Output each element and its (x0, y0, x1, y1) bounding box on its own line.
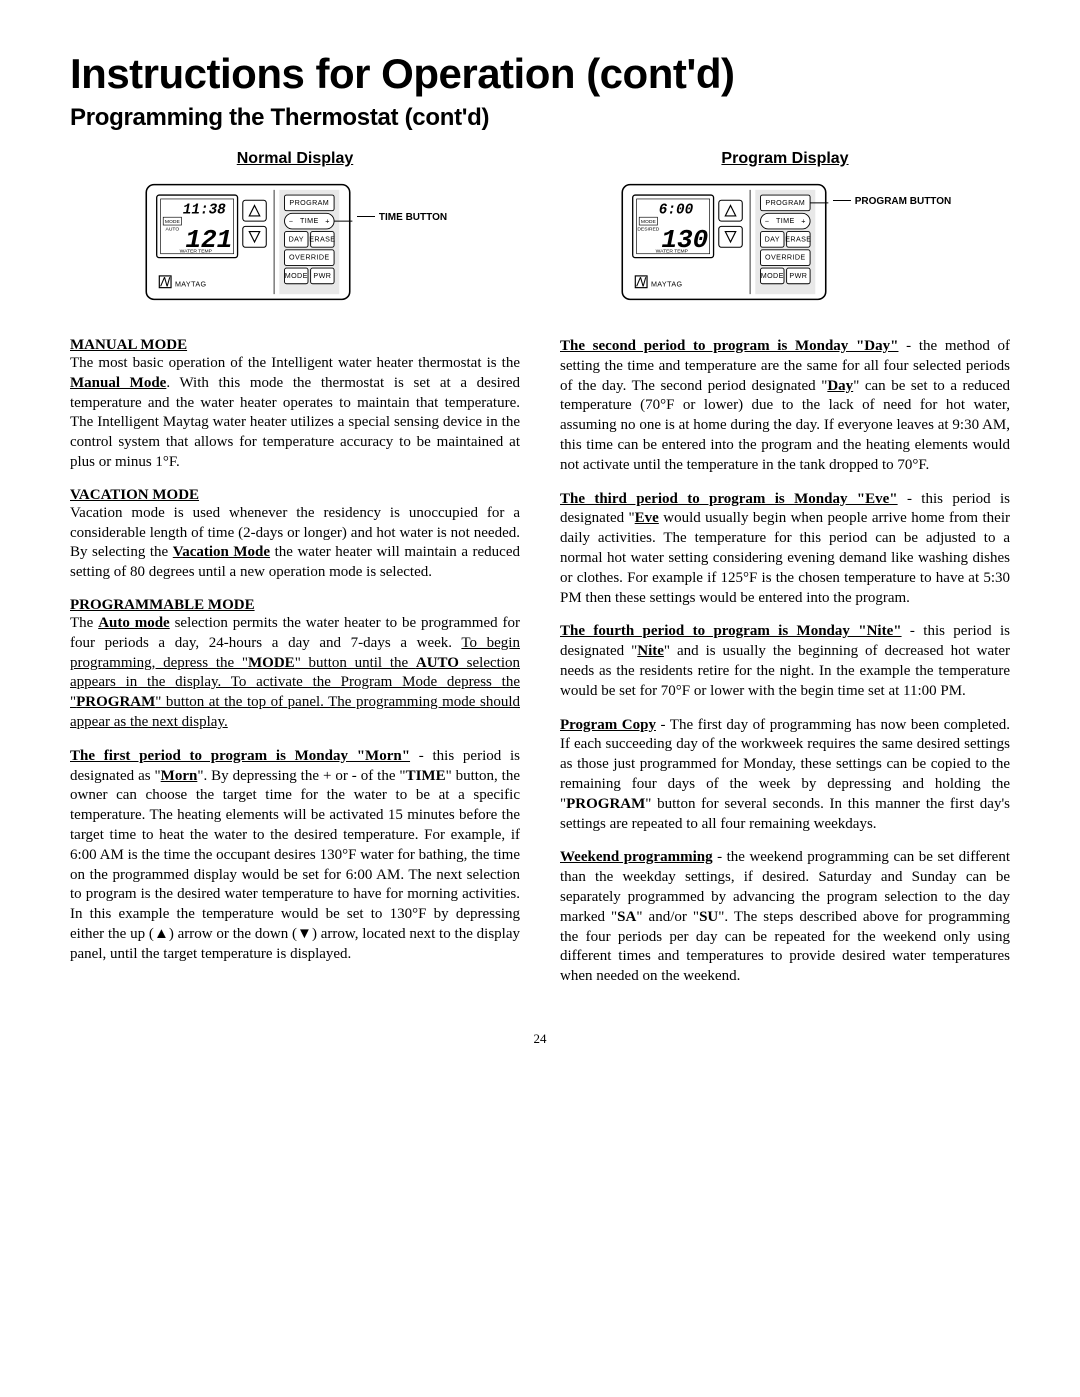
svg-text:MODE: MODE (285, 272, 308, 280)
svg-text:OVERRIDE: OVERRIDE (289, 254, 330, 262)
body-paragraph: Weekend programming - the weekend progra… (560, 848, 1010, 987)
thermostat-svg: 6:00 MODE DESIRED 130 WATER TEMP MAYTAG … (619, 182, 829, 302)
normal-display-title: Normal Display (70, 150, 520, 168)
svg-text:ERASE: ERASE (309, 235, 335, 243)
svg-text:AUTO: AUTO (165, 226, 179, 232)
svg-text:DAY: DAY (764, 235, 779, 243)
content-columns: Normal Display 11:38 MODE AUTO 121 WATER… (70, 150, 1010, 1001)
subtitle: Programming the Thermostat (cont'd) (70, 104, 1010, 132)
program-display-diagram: 6:00 MODE DESIRED 130 WATER TEMP MAYTAG … (560, 182, 1010, 307)
time-button-callout-text: TIME BUTTON (379, 212, 447, 223)
body-paragraph: The first period to program is Monday "M… (70, 747, 520, 965)
body-paragraph: The fourth period to program is Monday "… (560, 622, 1010, 701)
page-number: 24 (70, 1031, 1010, 1047)
svg-text:+: + (325, 218, 330, 226)
main-title: Instructions for Operation (cont'd) (70, 50, 1010, 98)
svg-text:WATER TEMP: WATER TEMP (655, 248, 688, 254)
svg-text:MODE: MODE (165, 219, 181, 225)
svg-text:WATER TEMP: WATER TEMP (180, 248, 213, 254)
program-button-callout: PROGRAM BUTTON (833, 196, 951, 208)
svg-text:−: − (765, 218, 770, 226)
program-button-callout-text: PROGRAM BUTTON (855, 196, 951, 207)
svg-text:DESIRED: DESIRED (637, 226, 659, 232)
svg-text:ERASE: ERASE (785, 235, 811, 243)
svg-text:PROGRAM: PROGRAM (765, 199, 805, 207)
svg-text:MODE: MODE (641, 219, 657, 225)
body-paragraph: Vacation mode is used whenever the resid… (70, 504, 520, 583)
section-heading: MANUAL MODE (70, 337, 520, 354)
section-heading: PROGRAMMABLE MODE (70, 597, 520, 614)
thermostat-svg: 11:38 MODE AUTO 121 WATER TEMP MAYTAG PR… (143, 182, 353, 302)
body-paragraph: The second period to program is Monday "… (560, 337, 1010, 476)
body-paragraph: The most basic operation of the Intellig… (70, 354, 520, 473)
svg-text:PROGRAM: PROGRAM (289, 199, 329, 207)
body-paragraph: The Auto mode selection permits the wate… (70, 614, 520, 733)
svg-text:MAYTAG: MAYTAG (175, 280, 207, 288)
section-heading: VACATION MODE (70, 487, 520, 504)
normal-display-diagram: 11:38 MODE AUTO 121 WATER TEMP MAYTAG PR… (70, 182, 520, 307)
left-column: Normal Display 11:38 MODE AUTO 121 WATER… (70, 150, 520, 1001)
svg-text:PWR: PWR (789, 272, 807, 280)
svg-text:DAY: DAY (289, 235, 304, 243)
svg-text:6:00: 6:00 (659, 202, 694, 218)
svg-text:11:38: 11:38 (183, 202, 226, 218)
body-paragraph: Program Copy - The first day of programm… (560, 716, 1010, 835)
time-button-callout: TIME BUTTON (357, 212, 447, 224)
svg-text:TIME: TIME (300, 217, 319, 225)
right-column: Program Display 6:00 MODE DESIRED 130 WA… (560, 150, 1010, 1001)
svg-text:PWR: PWR (313, 272, 331, 280)
svg-text:OVERRIDE: OVERRIDE (765, 254, 806, 262)
svg-text:−: − (289, 218, 294, 226)
svg-text:+: + (801, 218, 806, 226)
svg-text:MAYTAG: MAYTAG (651, 280, 683, 288)
svg-text:TIME: TIME (776, 217, 795, 225)
program-display-title: Program Display (560, 150, 1010, 168)
svg-text:MODE: MODE (760, 272, 783, 280)
body-paragraph: The third period to program is Monday "E… (560, 490, 1010, 609)
